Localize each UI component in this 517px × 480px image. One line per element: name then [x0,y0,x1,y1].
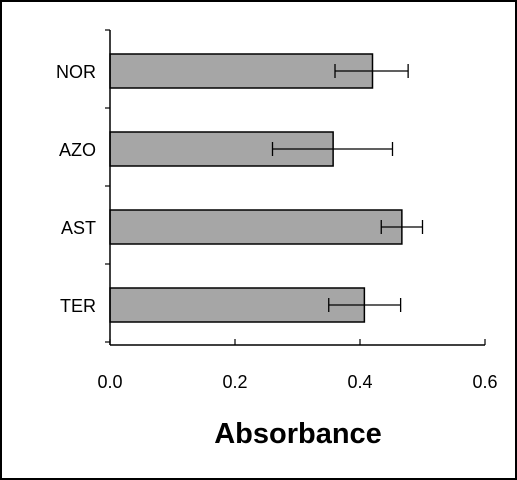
error-bars-layer [271,64,424,312]
category-label-ter: TER [60,296,96,316]
x-tick-label: 0.2 [222,372,247,392]
axes-layer [109,30,485,346]
category-label-ast: AST [61,218,96,238]
x-tick-label: 0.6 [472,372,497,392]
category-label-nor: NOR [56,62,96,82]
x-axis-title: Absorbance [214,418,382,450]
bar-ast [109,209,403,245]
bar-nor [109,53,374,89]
x-tick-label: 0.0 [97,372,122,392]
labels-layer: NOR AZO AST TER 0.0 0.2 0.4 0.6 [56,29,498,392]
x-tick-label: 0.4 [347,372,372,392]
bar-ter [109,287,366,323]
category-label-azo: AZO [59,140,96,160]
